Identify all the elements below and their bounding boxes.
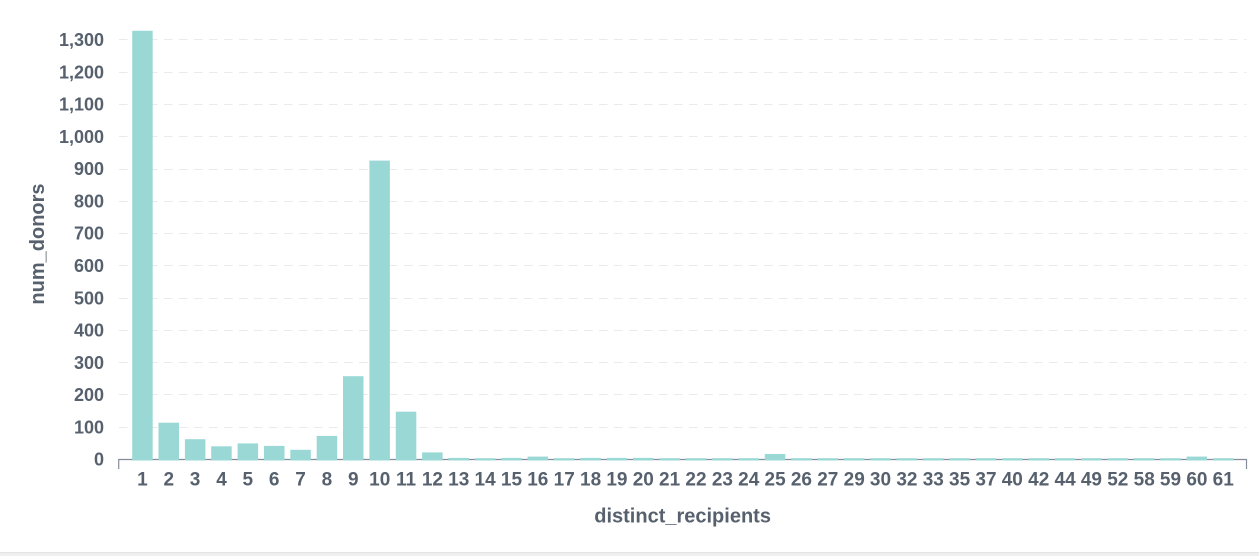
svg-text:13: 13 [448,470,469,491]
svg-text:37: 37 [975,470,996,491]
svg-text:1,000: 1,000 [59,127,104,147]
svg-text:400: 400 [74,321,104,341]
svg-text:58: 58 [1134,470,1155,491]
svg-text:800: 800 [74,192,104,212]
svg-text:9: 9 [348,470,359,491]
svg-text:60: 60 [1186,470,1207,491]
svg-text:33: 33 [923,470,944,491]
svg-text:22: 22 [685,470,706,491]
svg-text:26: 26 [791,470,812,491]
svg-text:61: 61 [1213,470,1235,491]
svg-text:100: 100 [74,417,104,437]
svg-text:29: 29 [844,470,865,491]
svg-text:200: 200 [74,385,104,405]
svg-text:num_donors: num_donors [27,183,49,304]
svg-text:17: 17 [554,470,575,491]
svg-text:21: 21 [659,470,681,491]
svg-text:14: 14 [475,470,497,491]
svg-text:32: 32 [896,470,917,491]
svg-text:52: 52 [1107,470,1128,491]
svg-text:12: 12 [422,470,443,491]
svg-text:35: 35 [949,470,971,491]
svg-text:18: 18 [580,470,601,491]
svg-text:4: 4 [216,470,227,491]
svg-text:900: 900 [74,159,104,179]
svg-text:25: 25 [765,470,787,491]
svg-text:1: 1 [137,470,148,491]
svg-text:600: 600 [74,256,104,276]
svg-text:7: 7 [295,470,306,491]
svg-text:49: 49 [1081,470,1102,491]
svg-text:500: 500 [74,288,104,308]
svg-text:42: 42 [1028,470,1049,491]
svg-text:1,100: 1,100 [59,95,104,115]
svg-text:3: 3 [190,470,201,491]
svg-text:distinct_recipients: distinct_recipients [594,506,771,528]
svg-text:24: 24 [738,470,760,491]
svg-text:27: 27 [817,470,838,491]
svg-text:19: 19 [606,470,627,491]
svg-text:8: 8 [322,470,333,491]
svg-text:15: 15 [501,470,523,491]
svg-text:30: 30 [870,470,891,491]
svg-text:20: 20 [633,470,654,491]
svg-text:0: 0 [94,450,104,470]
svg-text:23: 23 [712,470,733,491]
svg-text:16: 16 [527,470,548,491]
svg-text:300: 300 [74,353,104,373]
svg-text:1,200: 1,200 [59,62,104,82]
svg-text:44: 44 [1055,470,1077,491]
svg-text:5: 5 [243,470,254,491]
svg-text:1,300: 1,300 [59,30,104,50]
svg-text:11: 11 [396,470,417,491]
svg-text:40: 40 [1002,470,1023,491]
svg-text:2: 2 [164,470,175,491]
svg-text:59: 59 [1160,470,1181,491]
svg-text:700: 700 [74,224,104,244]
svg-text:10: 10 [369,470,390,491]
svg-text:6: 6 [269,470,280,491]
